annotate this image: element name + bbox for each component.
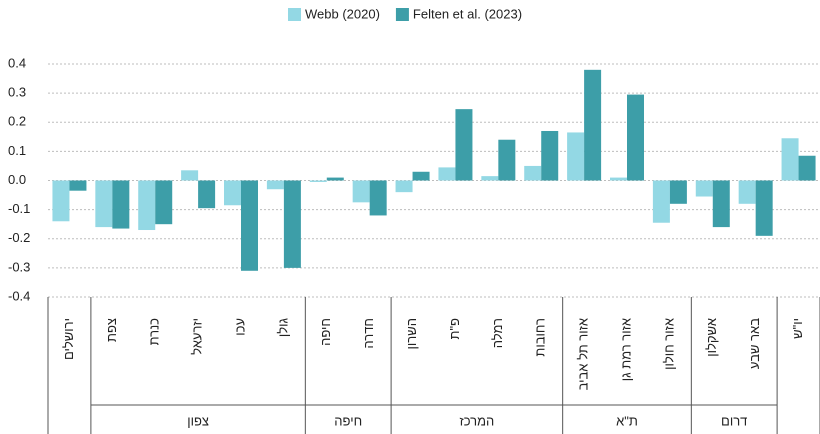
bar — [455, 109, 473, 181]
x-tick-label: רחובות — [533, 318, 548, 357]
y-tick-label: 0.0 — [8, 172, 26, 187]
group-label: צפון — [187, 413, 209, 428]
bar — [241, 180, 258, 271]
bar — [438, 167, 456, 181]
bar — [326, 177, 344, 181]
y-tick-label: -0.2 — [8, 230, 30, 245]
bar — [369, 180, 387, 216]
bar — [627, 94, 644, 181]
y-tick-label: -0.4 — [8, 288, 30, 303]
bar — [798, 155, 816, 181]
bar — [198, 180, 216, 209]
x-tick-label: חדרה — [361, 318, 376, 349]
group-label: ת"א — [616, 413, 638, 428]
x-tick-label: אזור רמת גן — [618, 318, 633, 381]
x-tick-label: חיפה — [318, 318, 333, 346]
bar — [181, 170, 199, 181]
bar — [309, 180, 327, 182]
bar — [138, 180, 156, 231]
y-tick-label: 0.3 — [8, 85, 26, 100]
legend-swatch — [288, 8, 301, 21]
bar — [352, 180, 370, 203]
y-tick-label: 0.1 — [8, 143, 26, 158]
bar — [610, 177, 627, 181]
y-tick-label: -0.1 — [8, 201, 30, 216]
x-tick-label: יו"ש — [790, 318, 805, 339]
bar — [541, 130, 559, 181]
x-tick-label: השרון — [404, 318, 419, 349]
group-label: חיפה — [334, 413, 362, 428]
bar — [224, 180, 241, 206]
x-tick-label: באר שבע — [747, 318, 762, 369]
bar — [95, 180, 113, 228]
x-tick-label: צפת — [104, 318, 119, 342]
x-tick-label: כנרת — [147, 318, 162, 346]
bar — [755, 180, 773, 236]
x-tick-label: אזור תל אביב — [576, 318, 591, 390]
y-tick-label: 0.2 — [8, 114, 26, 129]
x-tick-label: אשקלון — [704, 318, 719, 357]
x-tick-label: ירושלים — [61, 318, 76, 360]
bar — [283, 180, 301, 268]
bar — [69, 180, 87, 191]
bar — [781, 138, 799, 181]
legend-label: Felten et al. (2023) — [413, 6, 522, 21]
bar — [395, 180, 413, 193]
bar — [695, 180, 713, 197]
x-tick-label: גולן — [275, 317, 290, 337]
bar — [112, 180, 130, 229]
bar — [567, 132, 585, 181]
bar — [481, 176, 499, 181]
bar — [524, 165, 542, 181]
y-tick-label: -0.3 — [8, 259, 30, 274]
x-tick-label: רמלה — [490, 318, 505, 348]
group-label: דרום — [721, 413, 747, 428]
group-label: המרכז — [460, 413, 495, 428]
x-tick-label: יזרעאל — [190, 318, 205, 355]
bar — [52, 180, 70, 222]
x-tick-label: אזור חולון — [661, 318, 676, 370]
bar — [712, 180, 730, 228]
x-tick-label: פ"ת — [447, 318, 462, 340]
bar — [584, 69, 602, 181]
bar — [155, 180, 173, 225]
bar — [412, 171, 430, 181]
bar — [652, 180, 670, 223]
y-tick-label: 0.4 — [8, 55, 26, 70]
x-tick-label: עכו — [232, 318, 247, 336]
legend-label: Webb (2020) — [305, 6, 380, 21]
bar — [266, 180, 284, 190]
bar — [738, 180, 756, 204]
bar — [669, 180, 687, 204]
legend-swatch — [395, 8, 409, 21]
bar — [498, 139, 516, 181]
